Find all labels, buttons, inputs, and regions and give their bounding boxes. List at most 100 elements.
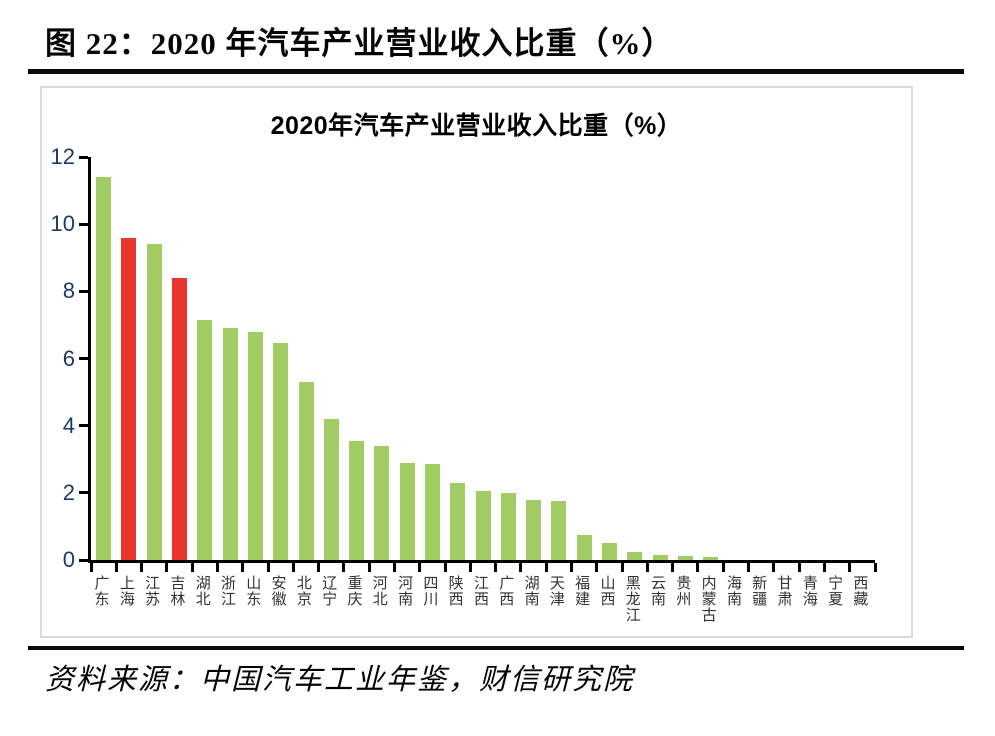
bar-slot xyxy=(167,157,192,560)
bar-江西 xyxy=(475,491,491,560)
x-axis-label: 河南 xyxy=(392,575,417,623)
x-axis-label: 江苏 xyxy=(139,575,164,623)
bar-云南 xyxy=(652,554,668,560)
x-axis-tick xyxy=(873,563,877,572)
y-axis-tick-label: 6 xyxy=(62,345,75,371)
bar-slot xyxy=(268,157,293,560)
x-axis-tick xyxy=(291,563,295,572)
x-axis-label-text: 宁夏 xyxy=(826,575,844,607)
x-axis-tick xyxy=(392,563,396,572)
x-axis-label-text: 贵州 xyxy=(674,575,692,607)
x-axis-label: 云南 xyxy=(645,575,670,623)
x-axis-tick xyxy=(519,563,523,572)
x-axis-tick xyxy=(89,563,93,572)
x-axis-label-text: 海南 xyxy=(724,575,742,607)
bar-slot xyxy=(293,157,318,560)
x-axis-label-text: 吉林 xyxy=(168,575,186,607)
x-axis-label: 浙江 xyxy=(214,575,239,623)
x-axis-label-text: 广东 xyxy=(92,575,110,607)
x-axis-label-text: 浙江 xyxy=(219,575,236,607)
bar-slot xyxy=(243,157,268,560)
x-axis-label: 黑龙江 xyxy=(619,575,644,623)
bar-slot xyxy=(496,157,521,560)
x-axis-labels: 广东 上海 江苏 吉林 湖北 浙江 山东 安徽 北京 辽宁 重庆 河北 河南 四川 陕西 江西 广西 湖南 天津 福建… xyxy=(88,575,872,623)
bar-江苏 xyxy=(146,244,162,560)
bar-辽宁 xyxy=(323,418,339,560)
x-axis-tick xyxy=(241,563,245,572)
x-axis-label: 江西 xyxy=(467,575,492,623)
chart-container: 2020年汽车产业营业收入比重（%） 0 2 4 6 8 10 12 广东 上海 江苏 吉林 湖北浙… xyxy=(40,86,913,638)
x-axis-label-text: 西藏 xyxy=(851,575,869,607)
bar-slot xyxy=(395,157,420,560)
bar-slot xyxy=(369,157,394,560)
bar-吉林 xyxy=(172,277,188,560)
x-axis-label: 天津 xyxy=(543,575,568,623)
x-axis-tick xyxy=(721,563,725,572)
bar-河南 xyxy=(399,462,415,560)
bar-slot xyxy=(470,157,495,560)
bar-slot xyxy=(572,157,597,560)
x-axis-tick xyxy=(317,563,321,572)
bar-广西 xyxy=(500,492,516,560)
x-axis-tick xyxy=(797,563,801,572)
x-axis-tick xyxy=(544,563,548,572)
x-axis-label: 四川 xyxy=(417,575,442,623)
bar-slot xyxy=(521,157,546,560)
bar-北京 xyxy=(298,382,314,560)
x-axis-label-text: 安徽 xyxy=(269,575,287,607)
bar-山西 xyxy=(602,543,618,560)
x-axis-tick xyxy=(215,563,219,572)
bar-安徽 xyxy=(273,343,289,560)
bar-贵州 xyxy=(677,555,693,560)
bar-内蒙古 xyxy=(703,556,719,560)
x-axis-tick xyxy=(494,563,498,572)
x-axis-label: 湖北 xyxy=(189,575,214,623)
x-axis-label-text: 湖南 xyxy=(522,575,540,607)
x-axis-label: 青海 xyxy=(796,575,821,623)
y-axis-tick xyxy=(79,289,88,293)
bar-山东 xyxy=(247,331,263,560)
bar-河北 xyxy=(374,445,390,560)
bar-slot xyxy=(673,157,698,560)
y-axis-tick-label: 12 xyxy=(50,144,75,169)
bar-slot xyxy=(91,157,116,560)
x-axis-label-text: 北京 xyxy=(294,575,312,607)
x-axis-label: 吉林 xyxy=(164,575,189,623)
x-axis-label: 广东 xyxy=(88,575,113,623)
bar-slot xyxy=(799,157,824,560)
x-axis-label: 山西 xyxy=(594,575,619,623)
x-axis-label: 海南 xyxy=(720,575,745,623)
bar-湖南 xyxy=(526,499,542,560)
y-axis-tick xyxy=(79,357,88,360)
x-axis-label-text: 黑龙江 xyxy=(623,575,641,623)
chart-title: 2020年汽车产业营业收入比重（%） xyxy=(270,112,683,140)
x-axis-label-text: 新疆 xyxy=(750,575,768,607)
x-axis-label-text: 重庆 xyxy=(345,575,363,607)
x-axis-tick xyxy=(671,563,675,572)
x-axis-tick xyxy=(114,563,118,572)
bar-天津 xyxy=(551,501,567,560)
x-axis-label-text: 青海 xyxy=(800,575,818,607)
bar-slot xyxy=(546,157,571,560)
x-axis-label: 北京 xyxy=(290,575,315,623)
x-axis-label-text: 陕西 xyxy=(446,575,464,607)
x-axis-tick xyxy=(570,563,574,572)
bar-slot xyxy=(116,157,141,560)
bar-slot xyxy=(420,157,445,560)
x-axis-label-text: 福建 xyxy=(573,575,591,607)
x-axis-label: 宁夏 xyxy=(822,575,847,623)
x-axis-label-text: 内蒙古 xyxy=(699,575,717,623)
bar-湖北 xyxy=(197,319,213,560)
x-axis-tick xyxy=(468,563,472,572)
x-axis-label: 辽宁 xyxy=(316,575,341,623)
x-axis-tick xyxy=(367,563,371,572)
bar-slot xyxy=(597,157,622,560)
y-axis-tick-label: 2 xyxy=(62,479,75,505)
bar-slot xyxy=(698,157,723,560)
x-axis-tick xyxy=(645,563,649,572)
x-axis-label-text: 甘肃 xyxy=(775,575,793,607)
x-axis-label: 山东 xyxy=(240,575,265,623)
bar-slot xyxy=(142,157,167,560)
x-axis-label: 湖南 xyxy=(518,575,543,623)
x-axis-label-text: 江西 xyxy=(471,575,489,607)
